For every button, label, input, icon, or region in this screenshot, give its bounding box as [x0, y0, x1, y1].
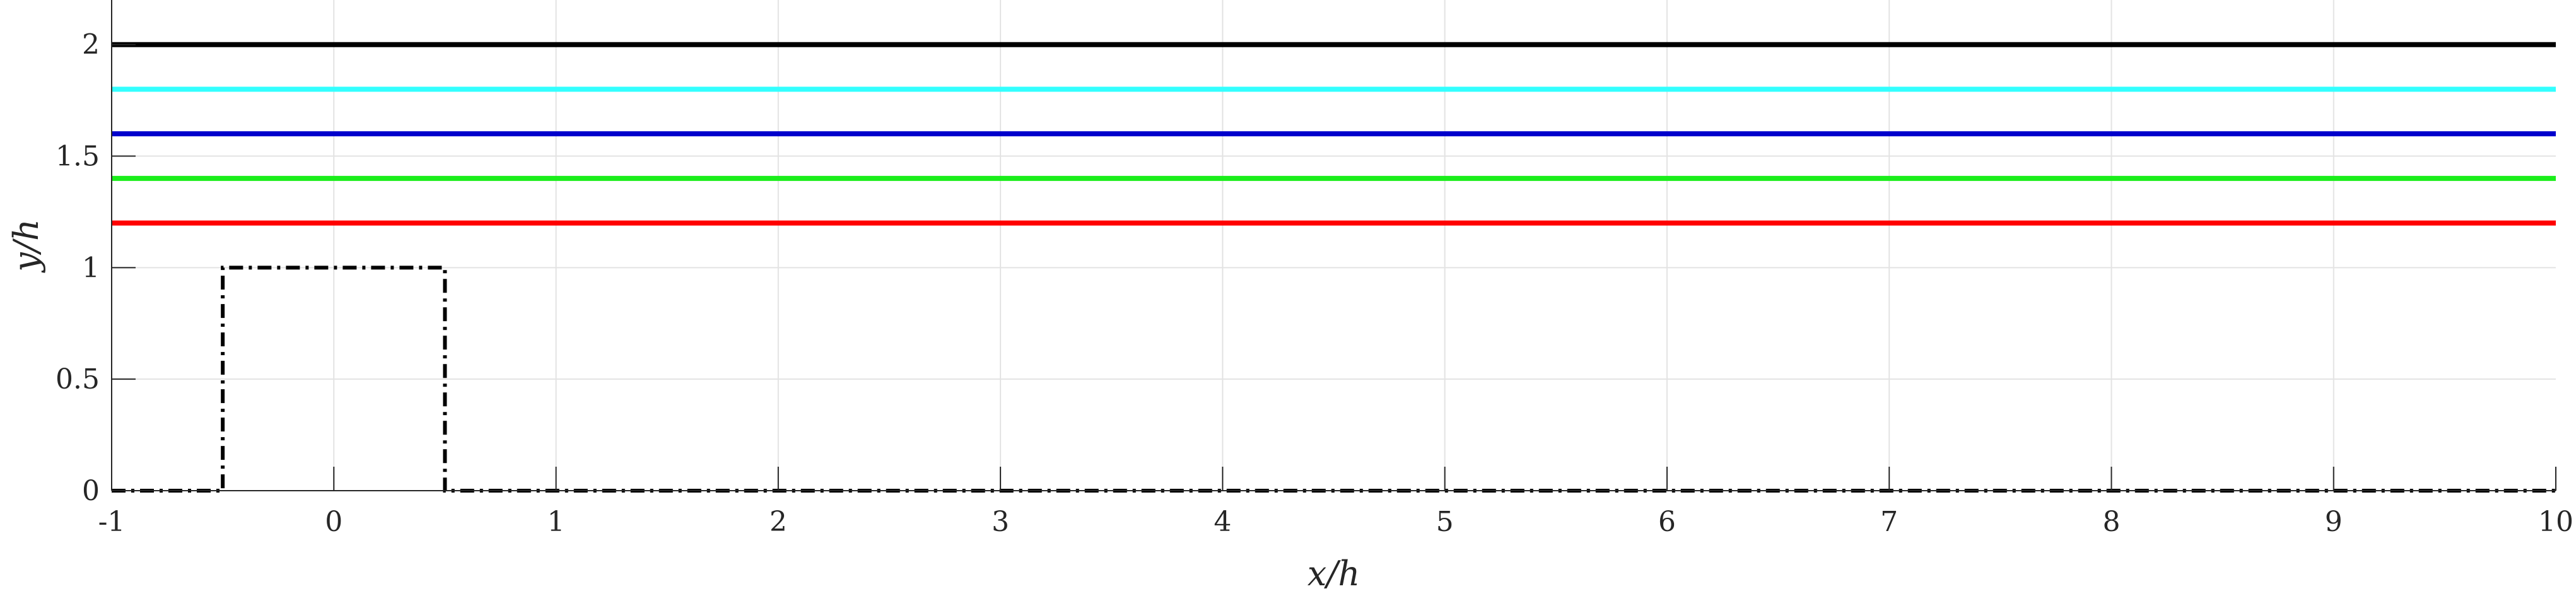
y-axis-label: y/h [6, 219, 46, 272]
x-tick-label-7: 6 [1658, 506, 1676, 538]
x-tick-label-0: -1 [98, 506, 126, 538]
x-tick-label-4: 3 [992, 506, 1009, 538]
grid-lines [112, 0, 2556, 491]
x-tick-label-2: 1 [547, 506, 565, 538]
x-tick-label-8: 7 [1880, 506, 1898, 538]
y-tick-label-3: 1.5 [56, 141, 100, 173]
x-tick-label-10: 9 [2325, 506, 2343, 538]
y-tick-label-0: 0 [82, 475, 100, 507]
y-tick-label-1: 0.5 [56, 363, 100, 395]
x-tick-label-3: 2 [770, 506, 787, 538]
x-axis-label: x/h [1308, 554, 1360, 593]
x-tick-label-11: 10 [2538, 506, 2573, 538]
y-tick-label-4: 2 [82, 29, 100, 61]
x-tick-label-1: 0 [325, 506, 342, 538]
axes [111, 0, 2556, 491]
x-tick-label-6: 5 [1436, 506, 1454, 538]
y-tick-label-2: 1 [82, 252, 100, 284]
x-tick-label-9: 8 [2102, 506, 2120, 538]
x-tick-label-5: 4 [1214, 506, 1231, 538]
series-layer [112, 42, 2556, 493]
